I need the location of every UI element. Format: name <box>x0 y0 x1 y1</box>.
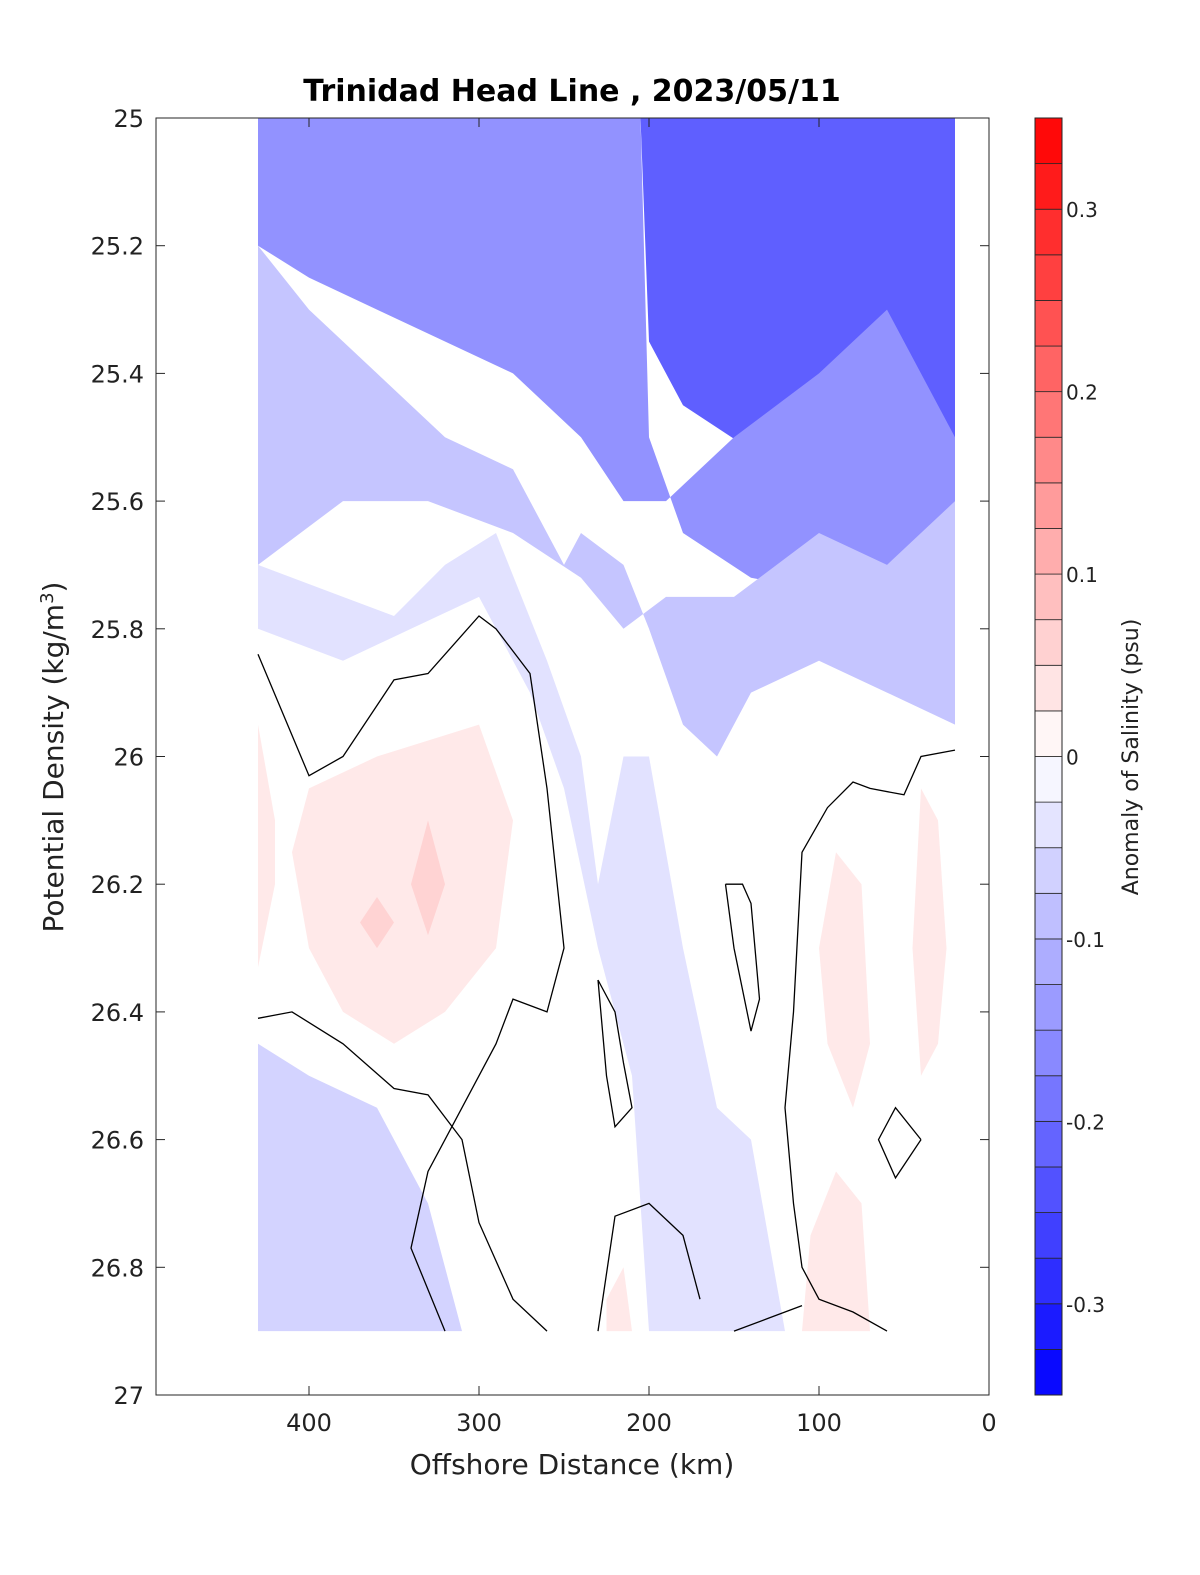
x-tick-label-300: 300 <box>456 1409 502 1437</box>
zero-contour-4 <box>597 1202 701 1332</box>
y-tick-label-25.4: 25.4 <box>91 360 144 388</box>
zero-contour-3 <box>724 883 761 1032</box>
colorbar-band-3 <box>1034 1212 1063 1259</box>
filled-region-5 <box>258 1043 462 1332</box>
filled-region-7 <box>360 897 394 949</box>
colorbar-band-25 <box>1034 208 1063 256</box>
y-tick-label-26.2: 26.2 <box>91 871 144 899</box>
colorbar-band-10 <box>1034 892 1063 940</box>
filled-region-9 <box>258 724 275 968</box>
colorbar: 0.3 0.2 0.1 0 -0.1 -0.2 -0.3 <box>1034 117 1105 1396</box>
x-axis: 400 300 200 100 0 <box>286 118 997 1437</box>
y-axis: 25 25.2 25.4 25.6 25.8 26 26.2 26.4 26.6 26.8 27 <box>91 105 989 1410</box>
filled-region-13 <box>606 1267 632 1332</box>
y-tick-label-25: 25 <box>113 105 144 133</box>
colorbar-band-22 <box>1034 345 1063 393</box>
colorbar-band-0 <box>1034 1348 1063 1396</box>
colorbar-tick-label--0.2: -0.2 <box>1066 1110 1105 1134</box>
filled-region-8 <box>411 820 445 936</box>
colorbar-tick-label-0: 0 <box>1066 746 1079 770</box>
colorbar-band-5 <box>1034 1120 1063 1168</box>
filled-contours <box>258 118 955 1332</box>
y-axis-label: Potential Density (kg/m3) <box>37 582 71 933</box>
x-tick-label-100: 100 <box>796 1409 842 1437</box>
zero-contour-5 <box>784 749 956 1332</box>
colorbar-band-6 <box>1034 1075 1063 1122</box>
filled-region-2 <box>258 118 955 661</box>
chart-title: Trinidad Head Line , 2023/05/11 <box>303 74 840 109</box>
colorbar-frame <box>1034 117 1063 1396</box>
zero-contour-lines <box>257 615 956 1332</box>
y-tick-label-26.8: 26.8 <box>91 1254 144 1282</box>
filled-region-3 <box>258 245 955 757</box>
colorbar-band-11 <box>1034 847 1063 894</box>
zero-contour-6 <box>877 1106 922 1180</box>
colorbar-band-14 <box>1034 710 1063 757</box>
filled-region-4 <box>258 533 785 1332</box>
colorbar-band-17 <box>1034 573 1063 621</box>
filled-region-12 <box>912 788 947 1076</box>
colorbar-band-16 <box>1034 619 1063 666</box>
colorbar-band-24 <box>1034 254 1063 301</box>
colorbar-band-23 <box>1034 300 1063 347</box>
colorbar-band-12 <box>1034 801 1063 849</box>
colorbar-band-1 <box>1034 1303 1063 1350</box>
colorbar-tick-label-0.1: 0.1 <box>1066 563 1098 587</box>
y-tick-label-25.6: 25.6 <box>91 488 144 516</box>
x-tick-label-400: 400 <box>286 1409 332 1437</box>
zero-contour-1 <box>257 1011 548 1332</box>
colorbar-band-4 <box>1034 1166 1063 1213</box>
colorbar-band-20 <box>1034 436 1063 484</box>
y-tick-label-27: 27 <box>113 1382 144 1410</box>
zero-contour-2 <box>597 979 633 1129</box>
y-axis-label-close: ) <box>37 582 70 593</box>
filled-region-6 <box>292 724 513 1044</box>
colorbar-band-2 <box>1034 1257 1063 1305</box>
x-tick-label-200: 200 <box>626 1409 672 1437</box>
y-tick-label-26: 26 <box>113 744 144 772</box>
zero-contour-7 <box>733 1304 803 1332</box>
plot-area <box>155 117 990 1396</box>
colorbar-band-7 <box>1034 1029 1063 1077</box>
colorbar-band-21 <box>1034 391 1063 438</box>
x-tick-label-0: 0 <box>981 1409 996 1437</box>
colorbar-tick-label-0.3: 0.3 <box>1066 198 1098 222</box>
y-axis-label-superscript: 3 <box>37 592 58 603</box>
colorbar-band-18 <box>1034 528 1063 575</box>
colorbar-band-26 <box>1034 163 1063 210</box>
colorbar-band-27 <box>1034 117 1063 165</box>
x-axis-label: Offshore Distance (km) <box>410 1448 735 1481</box>
colorbar-band-8 <box>1034 984 1063 1031</box>
y-tick-label-26.6: 26.6 <box>91 1127 144 1155</box>
zero-contour-0 <box>257 615 565 1332</box>
colorbar-band-19 <box>1034 482 1063 529</box>
y-axis-label-main: Potential Density (kg/m <box>37 604 70 933</box>
filled-region-10 <box>819 852 870 1108</box>
colorbar-band-13 <box>1034 756 1063 803</box>
colorbar-band-9 <box>1034 938 1063 985</box>
colorbar-tick-label--0.1: -0.1 <box>1066 928 1105 952</box>
colorbar-label: Anomaly of Salinity (psu) <box>1119 619 1144 896</box>
y-tick-label-25.2: 25.2 <box>91 233 144 261</box>
colorbar-band-15 <box>1034 664 1063 712</box>
colorbar-tick-label--0.3: -0.3 <box>1066 1293 1105 1317</box>
y-tick-label-26.4: 26.4 <box>91 999 144 1027</box>
y-tick-label-25.8: 25.8 <box>91 616 144 644</box>
colorbar-tick-label-0.2: 0.2 <box>1066 381 1098 405</box>
filled-region-11 <box>802 1171 870 1332</box>
